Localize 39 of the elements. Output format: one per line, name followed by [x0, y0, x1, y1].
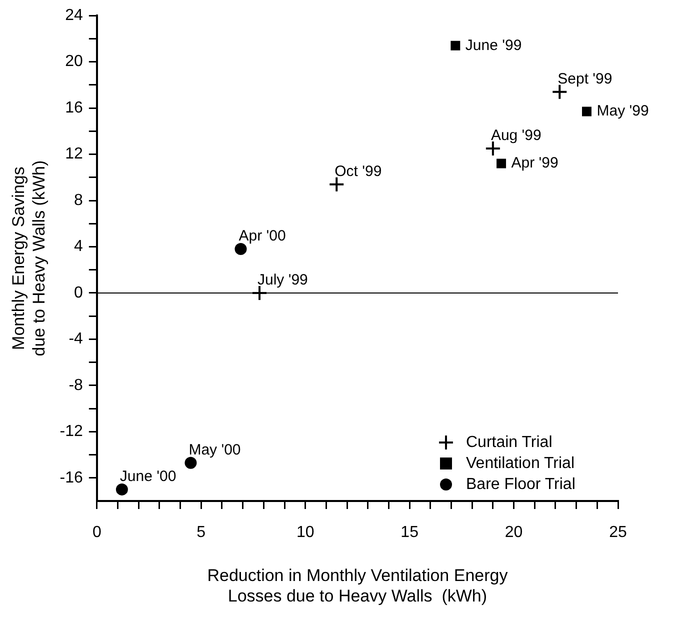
point — [496, 158, 506, 168]
point — [328, 176, 345, 192]
y-tick-label: -4 — [68, 330, 84, 348]
y-tick-label: 8 — [74, 192, 84, 209]
annotation: June '00 — [120, 468, 176, 486]
y-tick-label: 4 — [74, 238, 84, 256]
legend-label: Ventilation Trial — [466, 454, 575, 472]
annotation: May '99 — [596, 102, 649, 120]
x-tick-label: 10 — [296, 524, 314, 542]
annotation: Sept '99 — [558, 70, 612, 88]
x-tick-label: 20 — [504, 524, 523, 542]
point — [116, 483, 128, 496]
y-axis-title: Monthly Energy Savings due to Heavy Walls (kWh) — [8, 160, 48, 356]
legend-label: Curtain Trial — [466, 434, 552, 451]
annotation: Aug '99 — [490, 127, 542, 144]
annotation: May '00 — [188, 442, 241, 458]
y-tick-label: 16 — [65, 99, 84, 116]
x-axis-title: Reduction in Monthly Ventilation Energy Losses due to Heavy Walls (kWh) — [207, 566, 508, 606]
point — [184, 456, 197, 469]
annotation: July '99 — [258, 272, 308, 289]
annotation: Apr '00 — [238, 228, 286, 245]
point — [450, 40, 460, 50]
annotation: June '99 — [465, 36, 522, 54]
x-tick-label: 15 — [400, 524, 419, 542]
y-tick-label: -12 — [60, 423, 84, 440]
x-tick-label: 5 — [196, 524, 206, 542]
x-tick-label: 0 — [92, 524, 102, 542]
y-tick-label: 0 — [74, 284, 84, 302]
legend-label: Bare Floor Trial — [466, 476, 576, 493]
point — [234, 243, 247, 256]
y-tick-label: -16 — [60, 469, 84, 486]
x-tick-label: 25 — [609, 524, 627, 542]
point — [582, 106, 592, 116]
annotation: Oct '99 — [334, 162, 382, 180]
y-tick-label: -8 — [68, 376, 84, 394]
y-tick-label: 12 — [65, 146, 84, 163]
y-tick-label: 20 — [65, 53, 84, 70]
annotation: Apr '99 — [511, 154, 558, 172]
y-tick-label: 24 — [65, 7, 84, 24]
